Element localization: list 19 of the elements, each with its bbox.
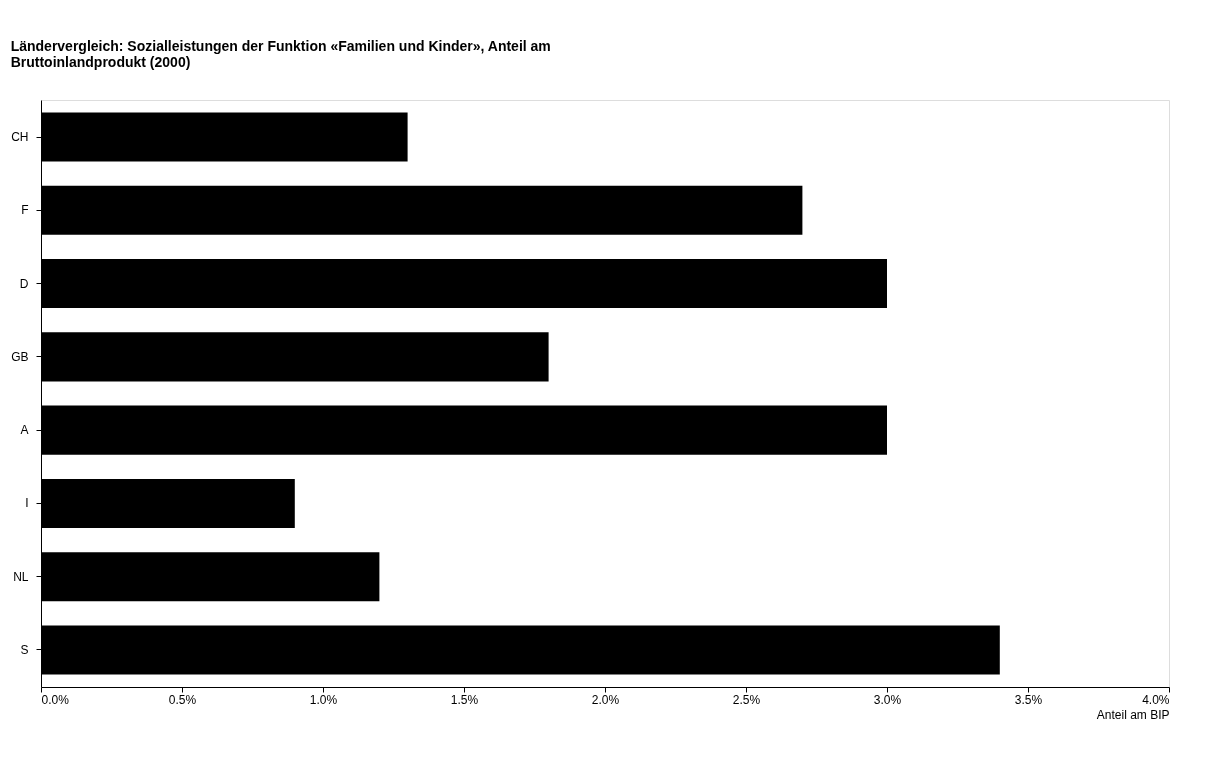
x-tick-label: 0.0% — [41, 692, 70, 707]
y-tick-label: NL — [13, 569, 29, 584]
y-tick-label: CH — [11, 130, 29, 145]
x-tick-label: 1.5% — [450, 692, 479, 707]
chart-title: Ländervergleich: Sozialleistungen der Funktion «Familien und Kinder», Anteil am Bruttoinlandprodukt (2000) — [10, 38, 551, 70]
x-tick-label: 4.0% — [1142, 692, 1170, 707]
x-tick-label: 2.5% — [732, 692, 761, 707]
x-tick-label: 3.5% — [1014, 692, 1043, 707]
y-tick-label: F — [21, 203, 29, 218]
y-tick-label: I — [25, 496, 29, 511]
x-tick-label: 3.0% — [873, 692, 902, 707]
x-tick-label: 2.0% — [591, 692, 620, 707]
y-tick-label: D — [19, 276, 29, 291]
y-tick-label: A — [20, 423, 29, 438]
y-tick-label: GB — [11, 349, 29, 364]
x-axis-title: Anteil am BIP — [1096, 707, 1170, 722]
y-tick-label: S — [20, 642, 29, 657]
x-tick-label: 1.0% — [309, 692, 338, 707]
x-tick-label: 0.5% — [168, 692, 197, 707]
